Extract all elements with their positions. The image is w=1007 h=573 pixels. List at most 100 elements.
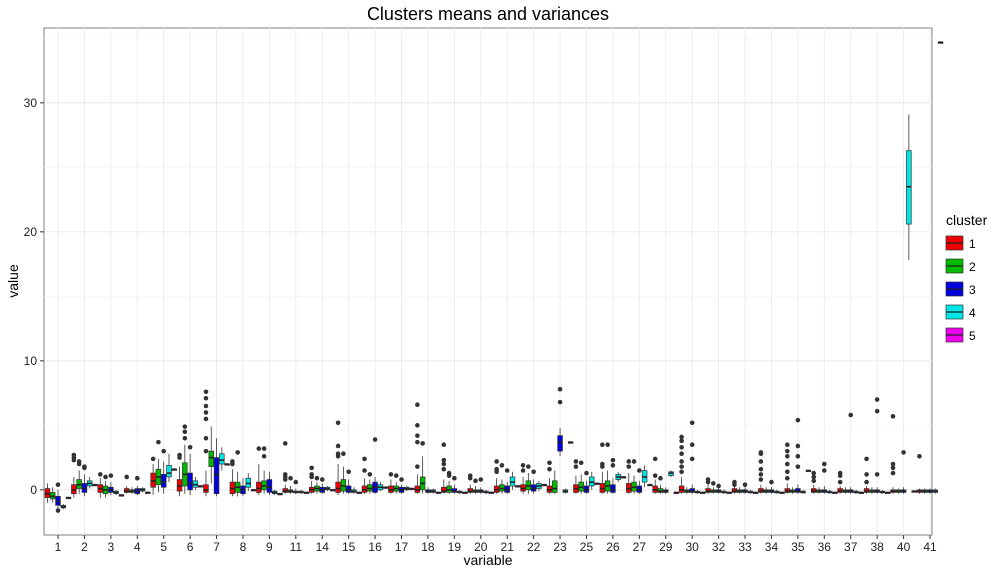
- box-v27-c3: [636, 468, 643, 494]
- box-v4-c3: [134, 475, 141, 496]
- box-v5-c5: [171, 468, 177, 471]
- box-v8-c4: [245, 473, 251, 492]
- box-v20-c4: [483, 489, 489, 494]
- outlier-point: [399, 477, 404, 482]
- x-tick-label: 32: [712, 540, 726, 554]
- box-v11-c3: [293, 479, 299, 494]
- box-v30-c2: [684, 487, 690, 494]
- box-v37-c4: [853, 489, 859, 494]
- outlier-point: [76, 459, 82, 464]
- outlier-point: [626, 459, 632, 464]
- outlier-point: [573, 464, 579, 469]
- box-v14-c3: [319, 477, 325, 494]
- box-v19-c2: [446, 470, 452, 494]
- outlier-point: [261, 446, 267, 451]
- box-v16-c5: [382, 486, 389, 489]
- outlier-point: [467, 475, 473, 481]
- box-v32-c5: [726, 491, 732, 494]
- box-marks: [44, 41, 944, 514]
- outlier-point: [177, 452, 182, 458]
- outlier-point: [203, 389, 209, 395]
- x-tick-label: 22: [527, 540, 541, 554]
- outlier-point: [441, 466, 447, 472]
- outlier-point: [631, 459, 637, 464]
- box-v11-c2: [287, 475, 294, 494]
- outlier-point: [711, 481, 716, 486]
- y-axis-title: value: [5, 264, 21, 298]
- outlier-point: [610, 457, 616, 463]
- box-v29-c2: [657, 475, 664, 494]
- box-v38-c3: [874, 397, 880, 494]
- box-v2-c5: [92, 483, 98, 487]
- outlier-point: [890, 465, 896, 471]
- outlier-point: [890, 414, 896, 419]
- outlier-point: [108, 473, 114, 478]
- outlier-point: [795, 443, 801, 449]
- x-tick-label: 6: [187, 540, 194, 554]
- outlier-point: [388, 472, 394, 477]
- box-v4-c2: [129, 487, 135, 494]
- outlier-point: [288, 475, 293, 481]
- outlier-point: [795, 454, 801, 459]
- outlier-point: [874, 397, 880, 402]
- box-v40-c4: [906, 114, 912, 261]
- box-v20-c1: [467, 473, 473, 494]
- outlier-point: [901, 450, 906, 455]
- box-v22-c1: [520, 463, 526, 494]
- grid-lines: [44, 28, 932, 535]
- box-v33-c3: [742, 482, 748, 494]
- box-body: [166, 464, 172, 478]
- box-v6-c1: [176, 452, 183, 497]
- outlier-point: [71, 457, 77, 463]
- legend-entry-1: 1: [945, 235, 976, 251]
- outlier-point: [261, 454, 267, 459]
- box-v1-c2: [49, 487, 56, 503]
- box-v38-c5: [884, 491, 891, 494]
- box-v7-c4: [219, 447, 225, 471]
- outlier-point: [203, 416, 209, 422]
- box-v8-c5: [250, 489, 257, 492]
- box-body: [557, 435, 563, 452]
- x-tick-label: 35: [791, 540, 805, 554]
- box-v3-c4: [113, 489, 119, 496]
- outlier-point: [758, 472, 764, 477]
- outlier-point: [346, 469, 351, 475]
- outlier-point: [874, 408, 880, 414]
- outlier-point: [848, 412, 854, 418]
- box-v35-c2: [789, 487, 796, 494]
- x-axis: 1 2 3 4 5 6 7 8 9 11 14 15 16 17 18 19 20 21 22 23 25 26 27 29 3…: [55, 535, 937, 554]
- outlier-point: [822, 461, 827, 467]
- box-v35-c3: [795, 417, 801, 494]
- box-v18-c2: [419, 441, 426, 494]
- outlier-point: [874, 472, 880, 477]
- box-v23-c3: [557, 386, 563, 457]
- box-v20-c5: [488, 491, 495, 494]
- outlier-point: [441, 457, 447, 463]
- outlier-point: [679, 444, 684, 450]
- outlier-point: [785, 454, 790, 459]
- box-v34-c3: [768, 479, 775, 494]
- box-v5-c3: [160, 448, 167, 494]
- outlier-point: [441, 461, 447, 467]
- box-v16-c3: [372, 437, 378, 494]
- outlier-point: [71, 452, 77, 458]
- outlier-point: [494, 459, 499, 464]
- x-tick-label: 15: [342, 540, 356, 554]
- outlier-point: [769, 479, 774, 485]
- box-v21-c4: [509, 471, 516, 490]
- box-v11-c1: [282, 441, 288, 494]
- outlier-point: [679, 451, 684, 457]
- box-v33-c2: [737, 487, 743, 494]
- outlier-point: [520, 463, 526, 468]
- box-v29-c3: [663, 487, 669, 494]
- x-tick-label: 9: [266, 540, 273, 554]
- box-v35-c5: [805, 469, 812, 473]
- box-v17-c4: [404, 485, 410, 492]
- outlier-point: [341, 451, 346, 457]
- x-tick-label: 25: [580, 540, 594, 554]
- box-v23-c2: [552, 470, 558, 494]
- outlier-point: [652, 473, 658, 478]
- box-v17-c2: [393, 473, 399, 494]
- outlier-point: [314, 475, 320, 481]
- outlier-point: [837, 470, 843, 476]
